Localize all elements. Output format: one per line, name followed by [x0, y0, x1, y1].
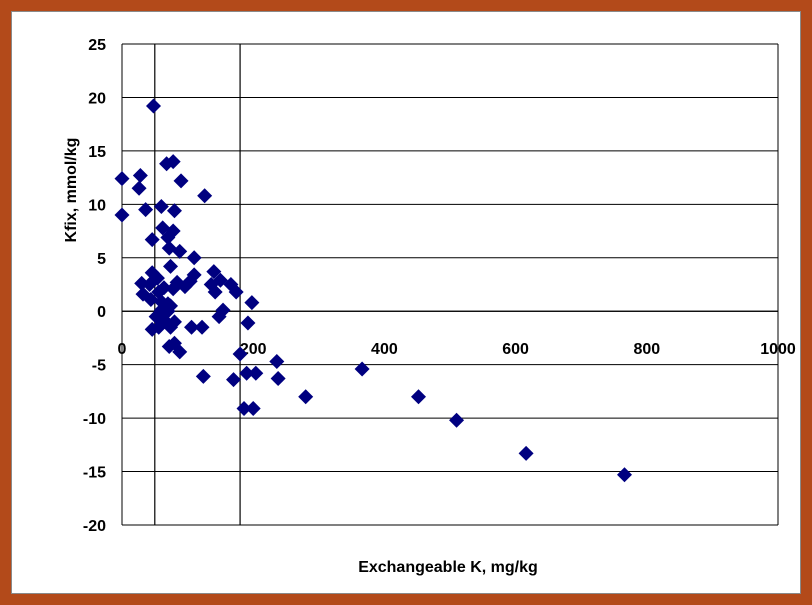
data-point-12	[144, 232, 160, 248]
data-point-72	[518, 445, 534, 461]
data-point-63	[239, 365, 255, 381]
y-axis-title: Kfix, mmol/kg	[63, 138, 80, 243]
data-point-33	[182, 273, 198, 289]
x-axis-title: Exchangeable K, mg/kg	[358, 559, 538, 576]
y-tick-label--10: -10	[83, 411, 106, 428]
data-point-71	[449, 412, 465, 428]
data-point-73	[616, 467, 632, 483]
data-point-18	[186, 250, 202, 266]
y-tick-label--15: -15	[83, 465, 106, 482]
data-point-15	[165, 223, 181, 239]
data-point-59	[232, 346, 248, 362]
x-tick-label-0: 0	[118, 341, 127, 358]
y-tick-label-20: 20	[88, 90, 106, 107]
data-point-1	[114, 171, 130, 187]
data-point-22	[206, 264, 222, 280]
data-point-38	[207, 284, 223, 300]
data-points	[114, 98, 632, 483]
y-tick-label-15: 15	[88, 144, 106, 161]
y-tick-label--5: -5	[92, 358, 106, 375]
data-point-11	[166, 203, 182, 219]
data-point-7	[173, 173, 189, 189]
data-point-65	[270, 371, 286, 387]
data-point-0	[145, 98, 161, 114]
data-point-61	[195, 368, 211, 384]
data-point-66	[298, 389, 314, 405]
chart-inner-border	[11, 11, 801, 594]
data-point-8	[197, 188, 213, 204]
x-tick-label-600: 600	[502, 341, 529, 358]
data-point-54	[184, 319, 200, 335]
data-point-68	[245, 400, 261, 416]
data-point-2	[132, 167, 148, 183]
data-point-6	[165, 154, 181, 170]
data-point-3	[131, 180, 147, 196]
data-point-17	[172, 243, 188, 259]
x-tick-label-1000: 1000	[760, 341, 796, 358]
data-point-25	[142, 277, 158, 292]
data-point-67	[236, 400, 252, 416]
data-point-52	[151, 319, 167, 335]
x-tick-label-800: 800	[633, 341, 660, 358]
data-point-4	[114, 207, 130, 223]
y-tick-label--20: -20	[83, 518, 106, 535]
data-point-69	[354, 361, 370, 377]
data-point-48	[211, 309, 227, 325]
data-point-9	[138, 202, 154, 218]
data-point-37	[228, 284, 244, 300]
data-point-50	[240, 315, 256, 331]
data-point-29	[156, 280, 172, 296]
data-point-10	[153, 198, 169, 214]
data-point-49	[244, 295, 260, 311]
y-tick-label-5: 5	[97, 251, 106, 268]
data-point-27	[143, 291, 159, 307]
axes	[121, 43, 779, 526]
data-point-60	[269, 353, 285, 369]
y-tick-label-25: 25	[88, 37, 106, 54]
data-point-58	[172, 344, 188, 360]
y-tick-label-0: 0	[97, 304, 106, 321]
data-point-43	[163, 298, 179, 314]
data-point-62	[226, 372, 242, 388]
y-tick-label-10: 10	[88, 197, 106, 214]
data-point-55	[194, 319, 210, 335]
data-point-64	[248, 365, 264, 381]
data-point-21	[163, 258, 179, 274]
x-tick-label-400: 400	[371, 341, 398, 358]
data-point-53	[163, 319, 179, 335]
data-point-70	[411, 389, 427, 405]
